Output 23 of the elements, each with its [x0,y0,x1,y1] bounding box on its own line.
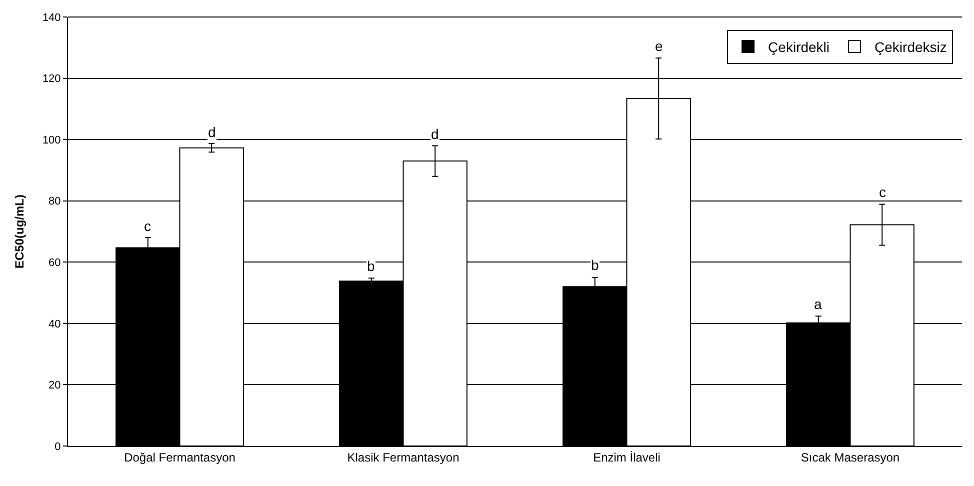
x-tick-label: Klasik Fermantasyon [347,450,460,464]
y-tick-label: 60 [48,256,61,269]
y-tick-label: 80 [48,196,61,208]
data-label: c [879,184,886,200]
y-axis-title: EC50(ug/mL) [12,194,27,269]
y-tick-label: 120 [42,73,61,86]
data-label: d [208,124,216,140]
data-label: d [431,126,439,142]
x-tick-label: Doğal Fermantasyon [124,450,236,464]
y-tick-label: 40 [48,318,61,330]
x-tick-label: Sıcak Maserasyon [800,450,900,464]
legend-label: Çekirdekli [768,38,830,55]
data-label: b [591,257,599,273]
y-tick-label: 140 [42,12,61,24]
data-label: e [655,38,663,54]
data-label: c [144,218,151,234]
y-tick-label: 0 [54,440,61,453]
y-tick-label: 20 [48,380,61,392]
x-tick-label: Enzim İlaveli [593,450,660,464]
data-label: a [814,296,822,312]
y-tick-label: 100 [42,134,61,146]
data-label: b [367,258,375,274]
legend-label: Çekirdeksiz [874,38,947,55]
